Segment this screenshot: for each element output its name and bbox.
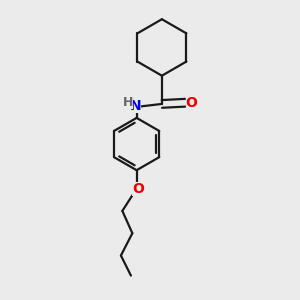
Text: O: O [186,96,197,110]
Text: N: N [129,99,141,113]
Text: O: O [132,182,144,196]
Text: H: H [122,96,133,109]
